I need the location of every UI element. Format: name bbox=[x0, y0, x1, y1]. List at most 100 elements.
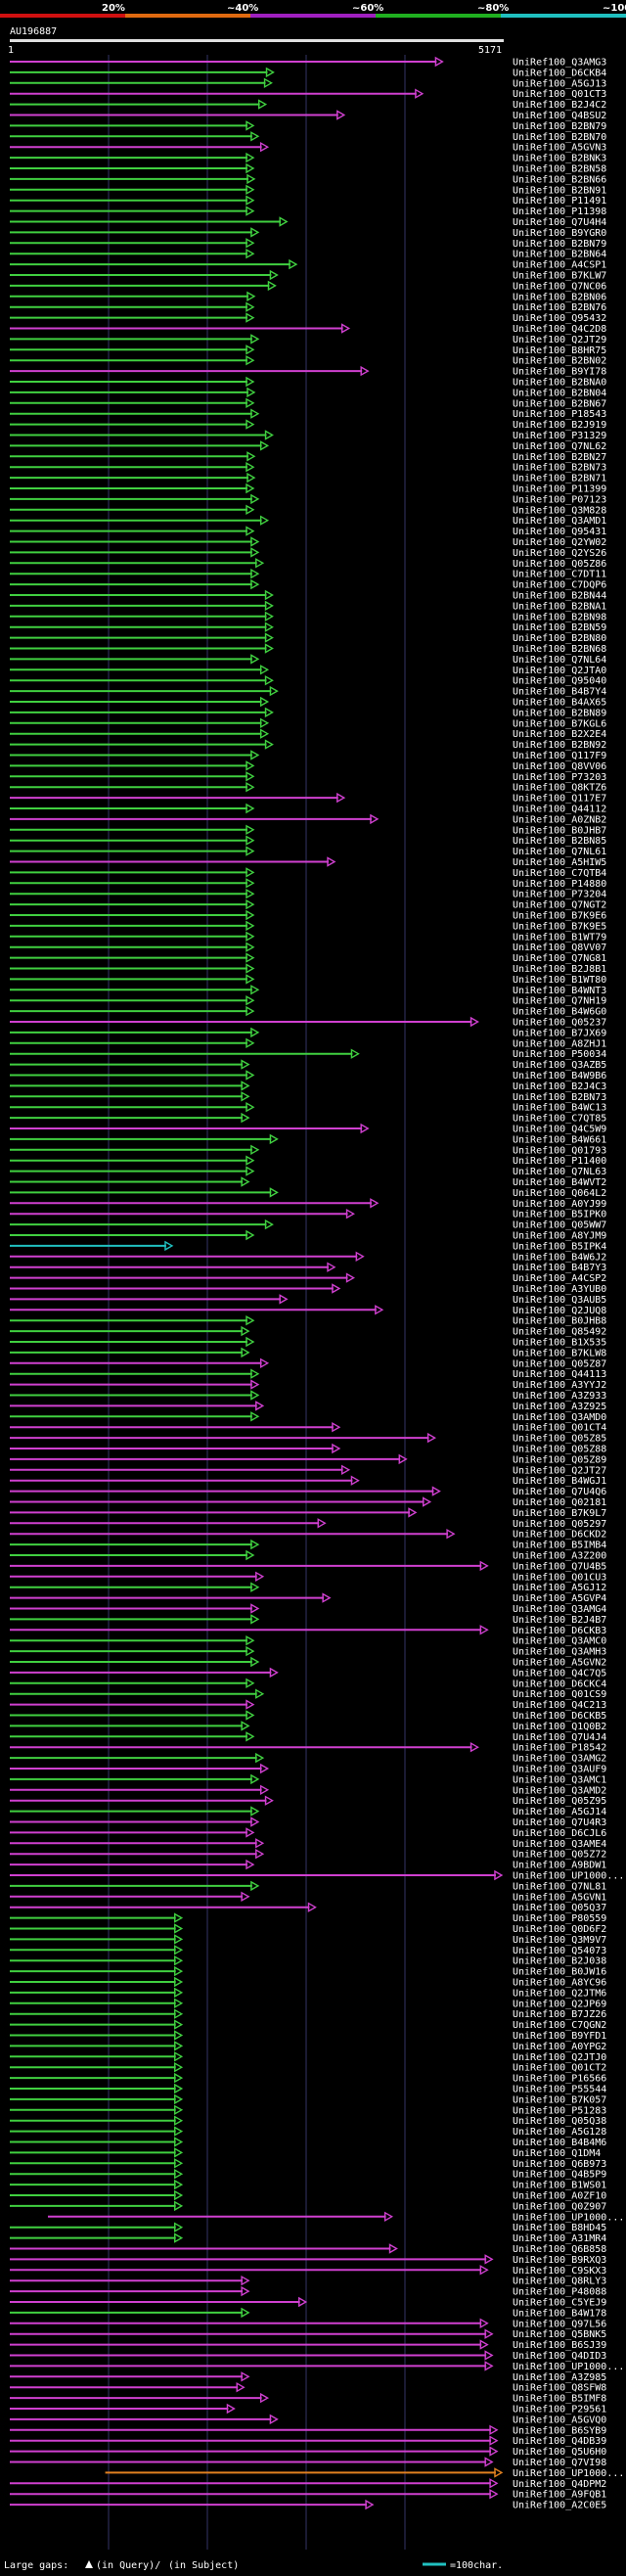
hit-arrow bbox=[332, 1283, 341, 1294]
legend-in-subject: (in Subject) bbox=[168, 2560, 239, 2571]
hit-label: UniRef100_A8YJM9 bbox=[513, 1231, 606, 1242]
hit-arrow bbox=[470, 1741, 479, 1753]
hit-label: UniRef100_Q2JT27 bbox=[513, 1465, 606, 1476]
hit-label: UniRef100_B7KLW8 bbox=[513, 1348, 606, 1358]
hit-row: UniRef100_Q3AMG4 bbox=[10, 1603, 606, 1615]
hit-row: UniRef100_C9SKX3 bbox=[10, 2265, 606, 2277]
hit-label: UniRef100_Q7NL63 bbox=[513, 1167, 606, 1177]
hit-row: UniRef100_Q44113 bbox=[10, 1368, 606, 1380]
hit-row: UniRef100_B9RXQ3 bbox=[10, 2254, 606, 2266]
hit-row: UniRef100_Q7U4R3 bbox=[10, 1817, 606, 1828]
hit-label: UniRef100_C7DT11 bbox=[513, 570, 606, 580]
hit-arrow bbox=[264, 600, 274, 612]
hit-arrow bbox=[350, 1048, 360, 1059]
hit-row: UniRef100_Q064L2 bbox=[10, 1187, 606, 1199]
hit-list: UniRef100_Q3AMG3UniRef100_D6CKB4UniRef10… bbox=[10, 56, 624, 2511]
hit-row: UniRef100_A5GJ12 bbox=[10, 1582, 606, 1593]
hit-label: UniRef100_Q01CS9 bbox=[513, 1689, 606, 1700]
hit-row: UniRef100_B2J038 bbox=[10, 1955, 606, 1967]
hit-row: UniRef100_B7KGL6 bbox=[10, 717, 606, 729]
hit-label: UniRef100_Q7NC06 bbox=[513, 281, 606, 292]
hit-arrow bbox=[174, 1965, 184, 1977]
hit-label: UniRef100_Q3AMG4 bbox=[513, 1604, 606, 1615]
hit-row: UniRef100_A8ZHJ1 bbox=[10, 1037, 606, 1049]
hit-label: UniRef100_B2BN73 bbox=[513, 1092, 606, 1103]
hit-arrow bbox=[250, 1656, 260, 1668]
hit-arrow bbox=[246, 238, 255, 249]
hit-row: UniRef100_Q1DM4 bbox=[10, 2147, 601, 2159]
hit-row: UniRef100_Q95040 bbox=[10, 674, 606, 687]
hit-label: UniRef100_B5IMB4 bbox=[513, 1541, 606, 1551]
hit-row: UniRef100_Q05Z89 bbox=[10, 1453, 606, 1465]
hit-arrow bbox=[241, 1347, 250, 1358]
hit-row: UniRef100_Q3M9V7 bbox=[10, 1934, 606, 1946]
hit-arrow bbox=[479, 2339, 489, 2350]
hit-arrow bbox=[269, 269, 279, 281]
hit-label: UniRef100_Q5U6H0 bbox=[513, 2447, 606, 2458]
hit-arrow bbox=[259, 515, 270, 526]
hit-row: UniRef100_Q3AMG2 bbox=[10, 1752, 606, 1765]
hit-row: UniRef100_Q8KTZ6 bbox=[10, 781, 606, 794]
hit-row: UniRef100_B5IPK0 bbox=[10, 1208, 606, 1220]
hit-row: UniRef100_B2BN73 bbox=[10, 461, 606, 474]
hit-row: UniRef100_B2BN89 bbox=[10, 707, 606, 718]
hit-row: UniRef100_C7DT11 bbox=[10, 568, 606, 580]
hit-label: UniRef100_A4CSP1 bbox=[513, 260, 606, 271]
hit-arrow bbox=[264, 707, 274, 718]
hit-label: UniRef100_P73203 bbox=[513, 772, 606, 783]
hit-arrow bbox=[250, 1411, 260, 1422]
hit-arrow bbox=[246, 173, 256, 185]
hit-arrow bbox=[246, 867, 255, 878]
hit-row: UniRef100_D6CJL6 bbox=[10, 1827, 606, 1839]
hit-label: UniRef100_B2BN02 bbox=[513, 356, 606, 367]
hit-arrow bbox=[174, 1976, 184, 1988]
hit-arrow bbox=[174, 2104, 184, 2116]
hit-arrow bbox=[174, 2008, 184, 2019]
hit-label: UniRef100_Q2JT29 bbox=[513, 335, 606, 345]
scale-label: ~100% bbox=[603, 3, 626, 14]
hit-row: UniRef100_B4WVT2 bbox=[10, 1176, 606, 1188]
hit-arrow bbox=[265, 67, 275, 78]
hit-row: UniRef100_Q01CS9 bbox=[10, 1688, 606, 1700]
hit-label: UniRef100_B4WGJ1 bbox=[513, 1476, 606, 1487]
hit-label: UniRef100_B2BNK3 bbox=[513, 154, 606, 164]
hit-arrow bbox=[174, 2083, 184, 2094]
hit-arrow bbox=[246, 1314, 255, 1326]
hit-arrow bbox=[246, 994, 255, 1006]
hit-arrow bbox=[415, 88, 425, 99]
hit-label: UniRef100_Q7NG81 bbox=[513, 953, 606, 964]
hit-row: UniRef100_A5GVN2 bbox=[10, 1656, 606, 1669]
hit-arrow bbox=[174, 2061, 184, 2073]
hit-label: UniRef100_Q3AMC0 bbox=[513, 1636, 606, 1647]
hit-arrow bbox=[246, 312, 255, 323]
hit-arrow bbox=[422, 1496, 432, 1507]
hit-row: UniRef100_Q3AMC1 bbox=[10, 1773, 606, 1785]
hit-label: UniRef100_B2BN59 bbox=[513, 622, 606, 633]
hit-label: UniRef100_A5GVP4 bbox=[513, 1593, 606, 1604]
hit-arrow bbox=[431, 1486, 441, 1496]
hit-row: UniRef100_B6SJ39 bbox=[10, 2339, 606, 2351]
hit-arrow bbox=[264, 1219, 274, 1230]
hit-label: UniRef100_B2BN27 bbox=[513, 452, 606, 463]
hit-label: UniRef100_P51283 bbox=[513, 2105, 606, 2116]
hit-label: UniRef100_Q05297 bbox=[513, 1519, 606, 1530]
hit-label: UniRef100_B8HR75 bbox=[513, 345, 606, 356]
hit-label: UniRef100_Q44112 bbox=[513, 805, 606, 815]
hit-row: UniRef100_Q2JT29 bbox=[10, 334, 606, 345]
hit-label: UniRef100_Q85492 bbox=[513, 1327, 606, 1338]
hit-label: UniRef100_Q05Z95 bbox=[513, 1796, 606, 1807]
hit-arrow bbox=[365, 2499, 375, 2510]
hit-label: UniRef100_Q01CU3 bbox=[513, 1572, 606, 1583]
hit-row: UniRef100_P31329 bbox=[10, 430, 606, 441]
query-ruler: 1 5171 bbox=[8, 39, 504, 56]
hit-label: UniRef100_P18543 bbox=[513, 409, 606, 420]
hit-label: UniRef100_B4W661 bbox=[513, 1134, 606, 1145]
hit-label: UniRef100_A5GJ12 bbox=[513, 1583, 606, 1593]
hit-label: UniRef100_Q05Q37 bbox=[513, 1903, 606, 1913]
hit-label: UniRef100_Q8VV06 bbox=[513, 761, 606, 772]
hit-arrow bbox=[174, 2126, 184, 2137]
hit-arrow bbox=[174, 2041, 184, 2051]
hit-row: UniRef100_Q7VI98 bbox=[10, 2457, 606, 2468]
hit-row: UniRef100_P50034 bbox=[10, 1048, 606, 1060]
hit-row: UniRef100_A9BDW1 bbox=[10, 1859, 606, 1871]
